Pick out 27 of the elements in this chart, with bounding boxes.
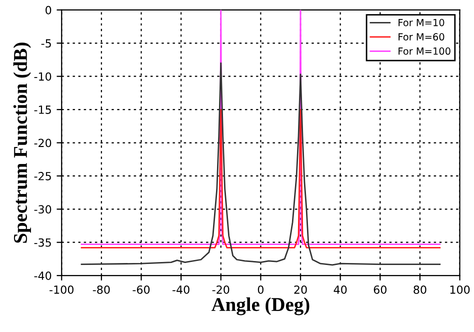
legend-label: For M=100	[398, 47, 450, 55]
x-tick-label: -80	[92, 285, 110, 294]
x-tick-label: 60	[374, 285, 386, 294]
x-tick-label: 40	[334, 285, 347, 294]
line-series	[80, 108, 441, 248]
y-tick-label: -35	[34, 238, 51, 247]
x-tick-label: -20	[212, 285, 230, 294]
x-tick-label: 20	[294, 285, 307, 294]
x-tick-label: 0	[258, 285, 264, 294]
legend-label: For M=60	[398, 33, 444, 41]
y-tick-label: -10	[34, 72, 52, 81]
y-tick-label: -40	[34, 272, 52, 280]
y-tick-label: -20	[34, 138, 52, 148]
x-tick-label: -40	[172, 285, 190, 294]
y-tick-label: 0	[46, 6, 52, 14]
x-tick-label: 80	[414, 285, 426, 294]
y-tick-label: -15	[34, 106, 51, 114]
y-axis-title: Spectrum Function (dB)	[13, 42, 31, 243]
line-series	[80, 62, 441, 266]
y-tick-label: -30	[34, 205, 52, 214]
x-tick-label: 100	[450, 285, 470, 294]
x-tick-label: -60	[132, 285, 150, 294]
y-tick-label: -25	[34, 172, 51, 180]
y-tick-label: -5	[41, 39, 51, 48]
legend-label: For M=10	[398, 18, 444, 26]
x-tick-label: -100	[50, 285, 74, 294]
x-axis-title: Angle (Deg)	[211, 297, 310, 316]
